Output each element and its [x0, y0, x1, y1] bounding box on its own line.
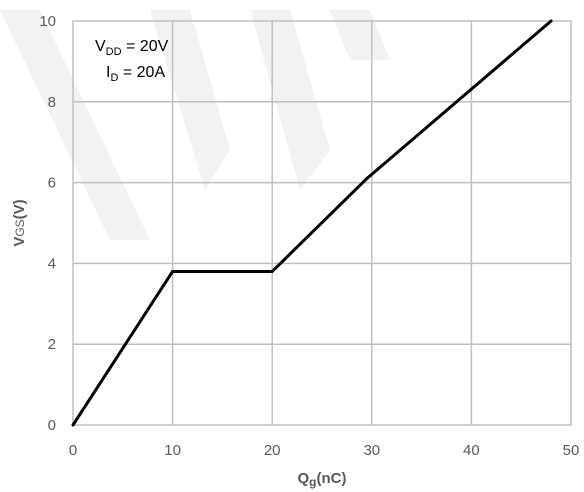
annotation-id-tail: = 20A: [118, 64, 165, 81]
x-tick-label: 0: [69, 442, 77, 459]
y-tick-label: 10: [39, 13, 56, 30]
watermark-stroke-2: [250, 10, 330, 190]
x-axis-label-sub: g: [309, 475, 316, 489]
y-tick-label: 0: [48, 417, 56, 434]
watermark: [0, 10, 390, 240]
annotation-vdd: VDD = 20V: [95, 38, 169, 58]
y-tick-label: 6: [48, 175, 56, 192]
annotation-id-main: I: [106, 64, 110, 81]
y-tick-label: 8: [48, 94, 56, 111]
series-line-0: [71, 19, 553, 427]
y-axis-label-tail: (V): [11, 199, 28, 219]
x-axis-label: Qg(nC): [297, 470, 346, 489]
grid: [73, 21, 571, 425]
x-axis-label-main: Q: [297, 470, 309, 487]
annotation-id-sub: D: [110, 72, 118, 84]
x-tick-label: 50: [563, 442, 580, 459]
annotation-vdd-sub: DD: [106, 46, 122, 58]
x-tick-label: 40: [463, 442, 480, 459]
y-tick-label: 2: [48, 336, 56, 353]
watermark-stroke-1: [150, 10, 230, 190]
annotation-id: ID = 20A: [106, 64, 165, 84]
plot-frame: [72, 20, 572, 426]
annotation-vdd-main: V: [95, 38, 106, 55]
y-axis-label: VGS(V): [11, 199, 28, 246]
watermark-stroke-3: [330, 10, 390, 60]
x-tick-label: 20: [264, 442, 281, 459]
x-axis-label-tail: (nC): [317, 470, 347, 487]
annotation-vdd-tail: = 20V: [122, 38, 169, 55]
y-tick-labels: 0 2 4 6 8 10: [39, 13, 56, 434]
series-group: [71, 19, 553, 427]
y-tick-label: 4: [48, 255, 56, 272]
y-axis-label-sub: GS: [13, 219, 27, 236]
x-tick-labels: 0 10 20 30 40 50: [69, 442, 580, 459]
x-tick-label: 30: [363, 442, 380, 459]
y-axis-label-main: V: [11, 237, 28, 247]
x-tick-label: 10: [164, 442, 181, 459]
